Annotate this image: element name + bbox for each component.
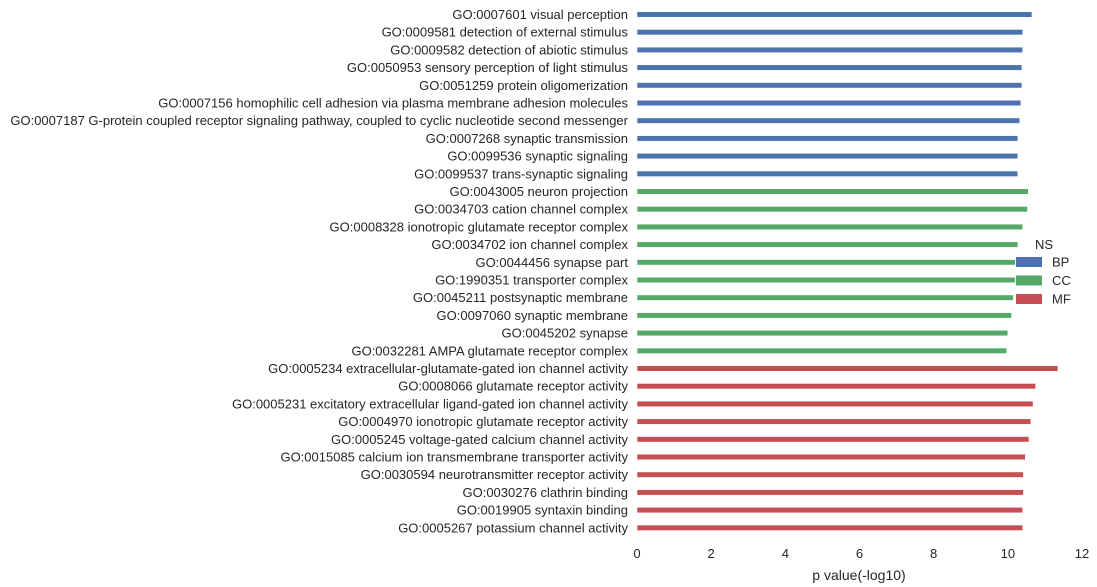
category-label: GO:0044456 synapse part	[476, 255, 629, 270]
x-tick-label: 4	[782, 546, 789, 561]
category-label: GO:0045202 synapse	[502, 326, 628, 341]
category-label: GO:0050953 sensory perception of light s…	[347, 60, 629, 75]
bar-mf-9	[636, 524, 1023, 531]
category-label: GO:0004970 ionotropic glutamate receptor…	[338, 414, 628, 429]
bar-bp-7	[636, 135, 1019, 142]
bar-bp-1	[636, 29, 1023, 36]
category-label: GO:0009581 detection of external stimulu…	[382, 25, 629, 40]
x-tick-label: 2	[708, 546, 715, 561]
category-label: GO:0009582 detection of abiotic stimulus	[390, 42, 628, 57]
bar-mf-6	[636, 471, 1024, 478]
category-label: GO:0005231 excitatory extracellular liga…	[232, 396, 629, 411]
x-axis-ticks: 0 2 4 6 8 10 12	[633, 546, 1089, 561]
bar-mf-2	[636, 400, 1034, 407]
category-label: GO:0005234 extracellular-glutamate-gated…	[268, 361, 628, 376]
bar-cc-2	[636, 223, 1023, 230]
category-label: GO:0034702 ion channel complex	[431, 237, 628, 252]
bar-cc-4	[636, 259, 1016, 266]
bar-cc-8	[636, 330, 1009, 337]
bar-mf-0	[636, 365, 1059, 372]
legend-swatch-bp	[1016, 257, 1042, 267]
bar-bp-3	[636, 64, 1023, 71]
bar-cc-7	[636, 312, 1012, 319]
category-label: GO:0030276 clathrin binding	[462, 485, 628, 500]
category-label: GO:0007187 G-protein coupled receptor si…	[10, 113, 628, 128]
category-label: GO:0019905 syntaxin binding	[457, 503, 628, 518]
legend-label-mf: MF	[1052, 292, 1071, 307]
category-label: GO:0051259 protein oligomerization	[419, 78, 628, 93]
category-label: GO:0005267 potassium channel activity	[398, 520, 628, 535]
bar-bp-4	[636, 82, 1023, 89]
category-label: GO:0030594 neurotransmitter receptor act…	[361, 467, 629, 482]
bar-mf-1	[636, 383, 1036, 390]
bar-mf-5	[636, 454, 1026, 460]
bar-cc-6	[636, 294, 1014, 301]
category-label: GO:0007268 synaptic transmission	[426, 131, 628, 146]
bar-bp-9	[636, 170, 1019, 177]
category-label: GO:0005245 voltage-gated calcium channel…	[331, 432, 629, 447]
legend-title: NS	[1035, 237, 1053, 252]
category-label: GO:0007156 homophilic cell adhesion via …	[158, 96, 628, 111]
x-tick-label: 8	[930, 546, 937, 561]
category-label: GO:0007601 visual perception	[452, 7, 628, 22]
bar-mf-8	[636, 507, 1023, 514]
legend: NS BP CC MF	[1016, 237, 1071, 307]
category-label: GO:0099536 synaptic signaling	[447, 149, 628, 164]
bar-cc-5	[636, 277, 1016, 283]
bar-bp-0	[636, 11, 1033, 18]
category-labels: GO:0007601 visual perception GO:0009581 d…	[10, 7, 628, 535]
category-label: GO:0008066 glutamate receptor activity	[398, 379, 628, 394]
category-label: GO:0032281 AMPA glutamate receptor compl…	[351, 343, 628, 358]
x-tick-label: 10	[1001, 546, 1015, 561]
x-tick-label: 0	[633, 546, 640, 561]
bar-cc-1	[636, 206, 1028, 213]
category-label: GO:1990351 transporter complex	[435, 273, 628, 288]
category-label: GO:0099537 trans-synaptic signaling	[414, 166, 628, 181]
bar-cc-9	[636, 347, 1007, 354]
legend-label-cc: CC	[1052, 273, 1071, 288]
category-label: GO:0043005 neuron projection	[449, 184, 628, 199]
bar-cc-0	[636, 188, 1029, 195]
category-label: GO:0015085 calcium ion transmembrane tra…	[280, 450, 628, 465]
bar-bp-5	[636, 100, 1022, 106]
category-label: GO:0008328 ionotropic glutamate receptor…	[330, 219, 629, 234]
bars-group	[636, 11, 1059, 531]
category-label: GO:0045211 postsynaptic membrane	[413, 290, 628, 305]
legend-swatch-mf	[1016, 294, 1042, 304]
bar-bp-6	[636, 117, 1020, 124]
x-tick-label: 6	[856, 546, 863, 561]
bar-cc-3	[636, 241, 1019, 248]
bar-bp-2	[636, 46, 1023, 53]
bar-mf-7	[636, 489, 1024, 496]
bar-bp-8	[636, 153, 1019, 160]
legend-swatch-cc	[1016, 275, 1042, 286]
category-label: GO:0034703 cation channel complex	[414, 202, 628, 217]
category-label: GO:0097060 synaptic membrane	[437, 308, 629, 323]
x-tick-label: 12	[1075, 546, 1089, 561]
bar-mf-3	[636, 418, 1032, 425]
legend-label-bp: BP	[1052, 255, 1069, 270]
bar-mf-4	[636, 436, 1030, 443]
x-axis-label: p value(-log10)	[812, 567, 905, 583]
